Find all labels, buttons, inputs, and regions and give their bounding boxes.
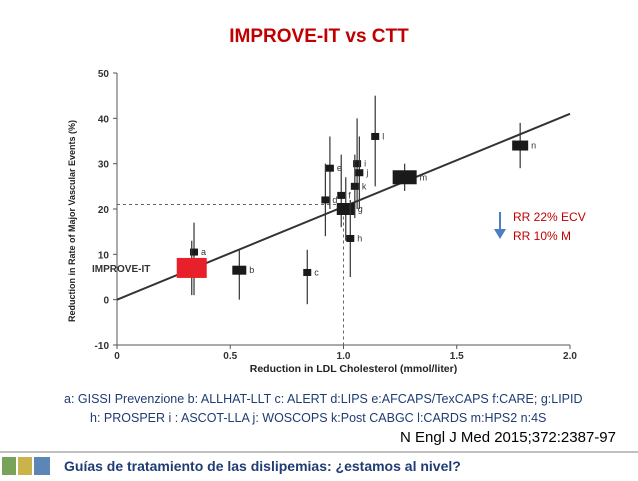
rr-ecv-text: RR 22% ECV — [513, 210, 586, 224]
improve-it-point — [176, 257, 207, 278]
trial-h-point — [346, 234, 355, 242]
trial-n-point — [512, 140, 529, 151]
trial-l-label: l — [382, 131, 384, 141]
trial-a-label: a — [201, 247, 206, 257]
x-tick-label: 0 — [114, 351, 120, 362]
trial-j-point — [355, 169, 364, 177]
trial-g-label: g — [358, 204, 363, 214]
trial-f-point — [337, 191, 346, 199]
x-tick-label: 1.0 — [337, 351, 351, 362]
x-axis-label: Reduction in LDL Cholesterol (mmol/liter… — [250, 363, 457, 375]
trial-c-label: c — [314, 267, 319, 277]
trial-b-label: b — [249, 265, 254, 275]
trial-c-point — [303, 268, 312, 276]
trial-k-point — [350, 182, 359, 190]
x-tick-label: 2.0 — [563, 351, 577, 362]
trial-e-label: e — [337, 163, 342, 173]
trial-f-label: f — [348, 190, 351, 200]
trial-j-label: j — [365, 168, 368, 178]
trial-m-point — [392, 170, 417, 185]
y-tick-label: 20 — [98, 205, 110, 216]
y-tick-label: -10 — [95, 341, 110, 352]
y-tick-label: 50 — [98, 69, 110, 80]
society-logo-icon — [2, 457, 50, 475]
improve-it-label: IMPROVE-IT — [92, 264, 150, 275]
chart: -10 0 10 20 30 40 50 0 0.5 1.0 1.5 2.0 Reduction in … — [67, 69, 577, 375]
trial-h-label: h — [357, 233, 362, 243]
trial-l-point — [371, 132, 380, 140]
trial-b-point — [232, 265, 247, 275]
down-arrow-icon — [494, 212, 506, 239]
trial-d-label: d — [332, 195, 337, 205]
rr-m-text: RR 10% M — [513, 229, 572, 243]
y-axis-label: Reduction in Rate of Major Vascular Even… — [67, 120, 77, 322]
trial-i-label: i — [364, 159, 366, 169]
x-tick-label: 0.5 — [223, 351, 237, 362]
footer-text: Guías de tratamiento de las dislipemias:… — [64, 458, 461, 474]
trial-n-label: n — [531, 141, 536, 151]
trial-k-label: k — [362, 181, 367, 191]
citation: N Engl J Med 2015;372:2387-97 — [400, 429, 616, 446]
trial-d-point — [321, 196, 330, 204]
trial-e-point — [325, 164, 334, 172]
x-tick-label: 1.5 — [450, 351, 464, 362]
y-tick-label: 10 — [98, 250, 110, 261]
trial-m-label: m — [420, 172, 428, 182]
trial-legend-line-2: h: PROSPER i : ASCOT-LLA j: WOSCOPS k:Po… — [90, 411, 547, 425]
y-tick-label: 40 — [98, 114, 110, 125]
page-title: IMPROVE-IT vs CTT — [229, 26, 409, 47]
trial-i-point — [353, 160, 362, 168]
trial-a-point — [190, 248, 199, 256]
y-tick-label: 30 — [98, 160, 110, 171]
footer-bar — [0, 451, 638, 481]
trial-g-point — [336, 203, 355, 215]
y-tick-label: 0 — [103, 296, 109, 307]
trial-legend-line-1: a: GISSI Prevenzione b: ALLHAT-LLT c: AL… — [64, 392, 583, 406]
